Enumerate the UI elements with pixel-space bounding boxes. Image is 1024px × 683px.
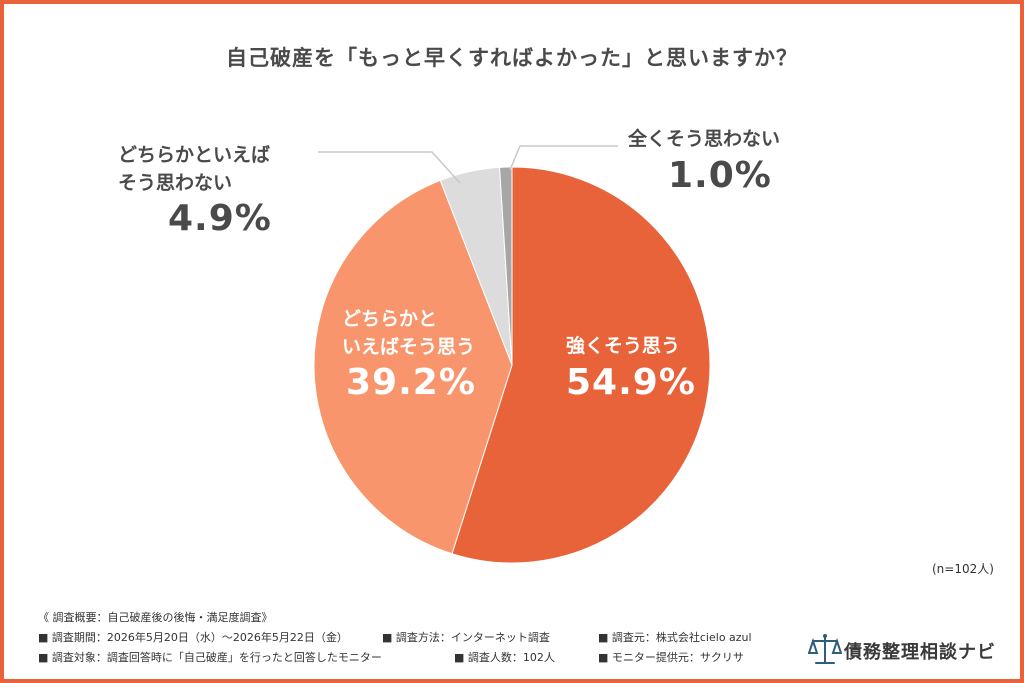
- footer-target: ■ 調査対象：調査回答時に「自己破産」を行ったと回答したモニター: [38, 651, 382, 664]
- label-strong-agree-pct: 54.9%: [566, 361, 696, 403]
- label-strong-disagree-text: 全くそう思わない: [628, 128, 781, 150]
- footer-count: ■ 調査人数：102人: [454, 651, 555, 664]
- chart-title: 自己破産を「もっと早くすればよかった」と思いますか？: [226, 46, 798, 70]
- label-disagree-pct: 4.9%: [168, 198, 272, 240]
- label-disagree-text-2: そう思わない: [118, 171, 233, 194]
- leader-line-disagree: [318, 151, 461, 184]
- label-strong-disagree: 全くそう思わない 1.0%: [628, 126, 780, 197]
- footer-heading: 《 調査概要：自己破産後の後悔・満足度調査》: [38, 611, 273, 624]
- label-strong-agree-text: 強くそう思う: [566, 335, 681, 357]
- footer-method: ■ 調査方法：インターネット調査: [382, 631, 550, 644]
- label-disagree-text-1: どちらかといえば: [118, 144, 271, 166]
- leader-line-strong-disagree: [509, 145, 618, 171]
- footer-period: ■ 調査期間：2026年5月20日（水）～2026年5月22日（金）: [38, 631, 348, 644]
- slice-agree: [313, 179, 513, 555]
- slice-strong-agree: [451, 166, 711, 564]
- sample-size-note: (n=102人): [932, 562, 994, 576]
- footer-source: ■ 調査元：株式会社cielo azul: [598, 631, 752, 644]
- label-agree-pct: 39.2%: [346, 362, 476, 404]
- label-agree: どちらかと いえばそう思う 39.2%: [342, 306, 476, 404]
- brand-name: 債務整理相談ナビ: [844, 642, 996, 663]
- label-disagree: どちらかといえば そう思わない 4.9%: [118, 142, 272, 240]
- label-strong-disagree-pct: 1.0%: [668, 154, 772, 196]
- footer-provider: ■ モニター提供元：サクリサ: [598, 651, 744, 664]
- label-agree-text-1: どちらかと: [342, 308, 438, 330]
- scales-icon: [808, 634, 842, 664]
- label-strong-agree: 強くそう思う 54.9%: [566, 333, 696, 404]
- label-agree-text-2: いえばそう思う: [342, 335, 476, 358]
